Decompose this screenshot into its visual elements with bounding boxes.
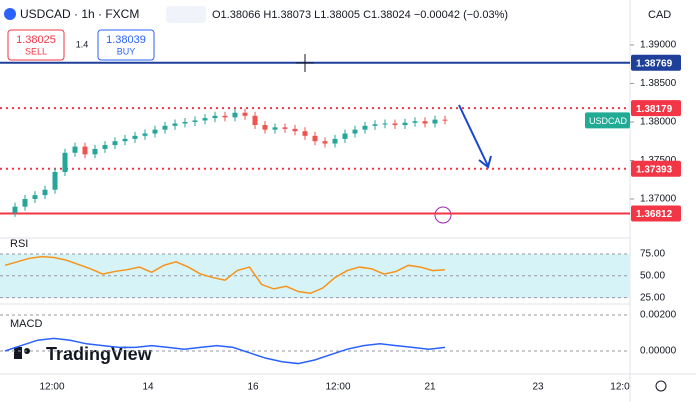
candle [232, 112, 238, 118]
candle [272, 127, 278, 130]
candle [382, 123, 388, 125]
candle [392, 123, 398, 126]
logo-mark [14, 347, 22, 359]
time-label: 23 [532, 382, 544, 393]
candle [122, 138, 128, 142]
macd-line [4, 337, 446, 365]
buy-label: BUY [117, 46, 136, 56]
candle [302, 131, 308, 136]
symbol: USDCAD · 1h · FXCM [20, 7, 139, 21]
candle [282, 127, 288, 129]
level-tag [631, 54, 681, 71]
candle [172, 123, 178, 126]
buy-button[interactable] [97, 29, 155, 61]
level-label: 1.36812 [636, 209, 673, 220]
candle [412, 121, 418, 123]
arrow [458, 104, 489, 167]
sell-button[interactable] [7, 29, 65, 61]
sell-label: SELL [25, 46, 47, 56]
level-tag [631, 160, 681, 177]
rsi-tick-label: 75.00 [640, 249, 665, 260]
price-tick-label: 1.38500 [640, 78, 677, 89]
level-tag [631, 205, 681, 222]
time-label: 12:0 [610, 382, 630, 393]
candle [72, 146, 78, 153]
indicator-buttons[interactable] [166, 6, 206, 23]
candle [292, 128, 298, 132]
time-label: 14 [142, 382, 154, 393]
candle [332, 138, 338, 144]
candle [442, 119, 448, 121]
price-tick-label: 1.37500 [640, 155, 677, 166]
sell-price: 1.38025 [16, 34, 56, 46]
candle [162, 125, 168, 130]
candle [192, 120, 198, 122]
time-label: 12:00 [325, 382, 350, 393]
candle [22, 198, 28, 207]
candle [342, 133, 348, 139]
price-tick-label: 1.38000 [640, 117, 677, 128]
ohlc: O1.38066 H1.38073 L1.38005 C1.38024 −0.0… [212, 9, 508, 21]
candle [42, 189, 48, 196]
rsi-label: RSI [10, 238, 28, 250]
rsi-line [4, 255, 446, 295]
rsi-tick-label: 50.00 [640, 270, 665, 281]
candle [242, 112, 248, 116]
candle [362, 125, 368, 130]
candle [112, 141, 118, 146]
level-label: 1.38179 [636, 104, 673, 115]
candle [432, 119, 438, 124]
candle [212, 115, 218, 119]
candle [102, 145, 108, 149]
level-label: 1.38769 [636, 58, 673, 69]
candle [62, 152, 68, 173]
symbol-tag [585, 112, 630, 129]
time-label: 21 [424, 382, 436, 393]
arrow-head [478, 155, 492, 169]
candle [182, 121, 188, 124]
macd-label: MACD [10, 318, 42, 330]
symbol-icon [4, 8, 16, 20]
candle [402, 122, 408, 126]
price-tick-label: 1.37000 [640, 194, 677, 205]
macd-tick-label: 0.00200 [640, 310, 677, 321]
currency: CAD [648, 9, 671, 21]
price-tick-label: 1.39000 [640, 40, 677, 51]
candle [152, 129, 158, 134]
candle [312, 135, 318, 142]
rsi-tick-label: 25.00 [640, 292, 665, 303]
buy-price: 1.38039 [106, 34, 146, 46]
candle [422, 121, 428, 124]
macd-tick-label: 0.00000 [640, 346, 677, 357]
candle [32, 195, 38, 199]
time-label: 16 [247, 382, 259, 393]
logo: TradingView [46, 344, 153, 364]
candle [202, 118, 208, 121]
candle [262, 125, 268, 130]
candle [322, 141, 328, 144]
candle [222, 115, 228, 118]
candle [92, 148, 98, 155]
settings-icon[interactable] [655, 380, 667, 392]
spread: 1.4 [76, 39, 89, 49]
candle [132, 135, 138, 139]
candle [52, 172, 58, 190]
level-label: 1.37393 [636, 164, 673, 175]
level-tag [631, 100, 681, 117]
candle [12, 206, 18, 213]
symbol-tag-label: USDCAD [589, 116, 628, 126]
alert-icon[interactable] [434, 206, 452, 224]
candle [252, 115, 258, 126]
candle [372, 124, 378, 126]
candle [142, 133, 148, 136]
time-label: 12:00 [39, 382, 64, 393]
candle [82, 146, 88, 155]
candle [352, 129, 358, 134]
